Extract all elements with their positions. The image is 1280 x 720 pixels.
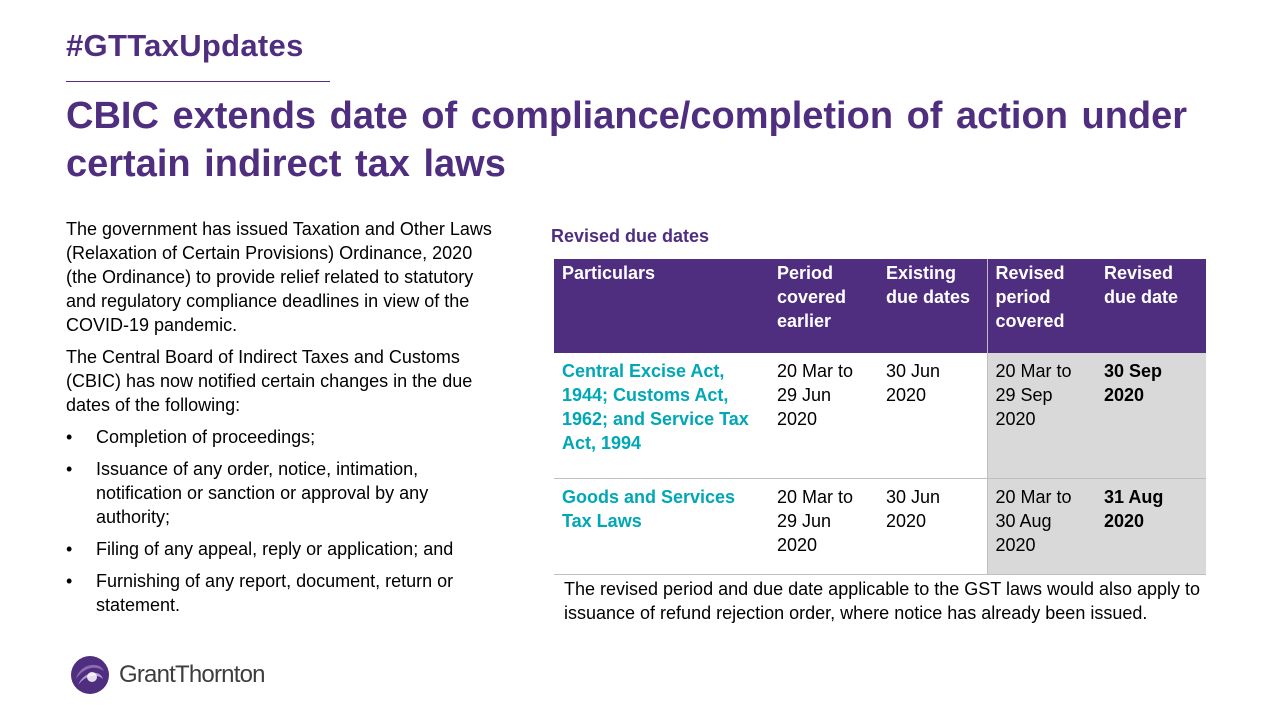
column-header-revised-due-date: Revised due date — [1096, 259, 1206, 353]
bullet-icon: • — [66, 539, 73, 559]
cell-revised-period-covered: 20 Mar to 30 Aug 2020 — [986, 478, 1096, 575]
due-date-items-list: • Completion of proceedings; • Issuance of… — [66, 425, 506, 617]
cell-existing-due-date: 30 Jun 2020 — [878, 478, 987, 575]
cell-particulars: Goods and Services Tax Laws — [554, 478, 769, 575]
table-footnote: The revised period and due date applicab… — [564, 579, 1201, 623]
cell-period-covered-earlier: 20 Mar to 29 Jun 2020 — [769, 478, 878, 575]
list-item-text: Completion of proceedings; — [96, 427, 316, 447]
list-item: • Completion of proceedings; — [66, 425, 506, 449]
grant-thornton-logo-icon — [71, 656, 109, 694]
cell-revised-period-covered: 20 Mar to 29 Sep 2020 — [986, 353, 1096, 479]
table-header-row: Particulars Period covered earlier Exist… — [554, 259, 1206, 353]
page-title: CBIC extends date of compliance/completi… — [66, 95, 1188, 185]
bullet-icon: • — [66, 427, 73, 447]
bullet-icon: • — [66, 571, 73, 591]
column-header-particulars: Particulars — [554, 259, 769, 353]
list-item: • Furnishing of any report, document, ret… — [66, 569, 506, 617]
revised-due-dates-table: Particulars Period covered earlier Exist… — [554, 259, 1206, 575]
table-title: Revised due dates — [551, 226, 710, 246]
intro-paragraph-2: The Central Board of Indirect Taxes and … — [66, 347, 473, 415]
company-logo-text: GrantThornton — [119, 661, 265, 688]
cell-particulars: Central Excise Act, 1944; Customs Act, 1… — [554, 353, 769, 479]
title-divider — [66, 81, 330, 82]
intro-paragraph-1: The government has issued Taxation and O… — [66, 219, 492, 335]
table-row: Central Excise Act, 1944; Customs Act, 1… — [554, 353, 1206, 479]
column-header-revised-period-covered: Revised period covered — [986, 259, 1096, 353]
hashtag-heading: #GTTaxUpdates — [66, 28, 304, 63]
list-item-text: Issuance of any order, notice, intimatio… — [96, 459, 429, 527]
column-header-existing-due-dates: Existing due dates — [878, 259, 987, 353]
grant-thornton-logo: GrantThornton — [70, 655, 265, 695]
bullet-icon: • — [66, 459, 73, 479]
list-item: • Filing of any appeal, reply or applicat… — [66, 537, 506, 561]
list-item-text: Filing of any appeal, reply or applicati… — [96, 539, 454, 559]
intro-text: The government has issued Taxation and O… — [66, 217, 506, 625]
cell-revised-due-date: 31 Aug 2020 — [1096, 478, 1206, 575]
list-item-text: Furnishing of any report, document, retu… — [96, 571, 454, 615]
cell-revised-due-date: 30 Sep 2020 — [1096, 353, 1206, 479]
list-item: • Issuance of any order, notice, intimati… — [66, 457, 506, 529]
cell-existing-due-date: 30 Jun 2020 — [878, 353, 987, 479]
table-row: Goods and Services Tax Laws 20 Mar to 29… — [554, 478, 1206, 575]
column-header-period-covered-earlier: Period covered earlier — [769, 259, 878, 353]
cell-period-covered-earlier: 20 Mar to 29 Jun 2020 — [769, 353, 878, 479]
